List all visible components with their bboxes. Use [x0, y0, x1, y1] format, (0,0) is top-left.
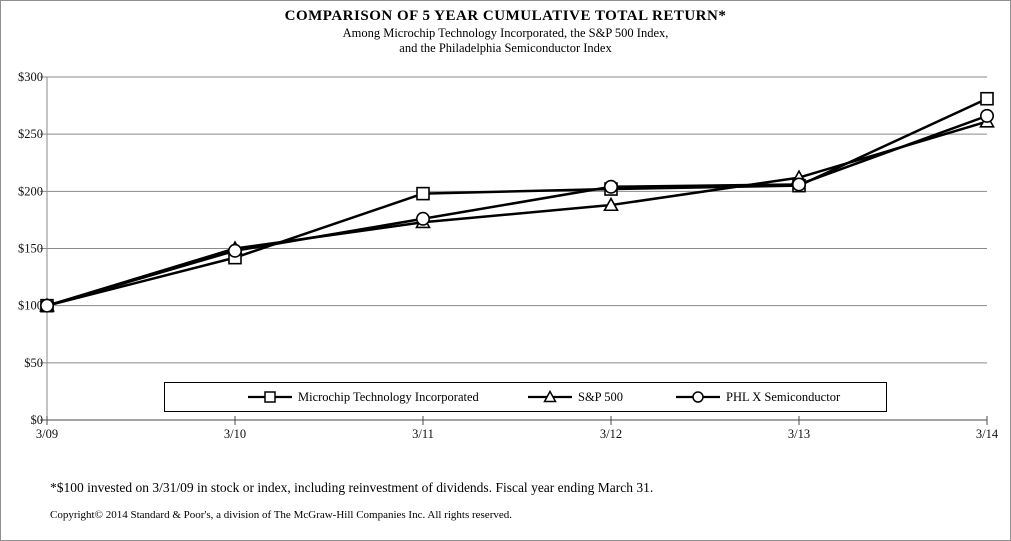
y-tick-label: $300	[18, 70, 43, 84]
y-tick-label: $50	[24, 356, 43, 370]
circle-data-marker	[791, 177, 806, 192]
legend-label-sp500: S&P 500	[578, 389, 624, 404]
y-tick-label: $100	[18, 299, 43, 313]
square-series-marker-icon	[248, 391, 292, 403]
x-tick-label: 3/13	[788, 427, 810, 441]
legend-label-microchip: Microchip Technology Incorporated	[298, 389, 479, 404]
chart-subtitle-line2: and the Philadelphia Semiconductor Index	[399, 41, 612, 55]
square-data-marker	[416, 186, 430, 201]
legend-entry-sp500: S&P 500	[527, 383, 623, 411]
legend-entry-microchip: Microchip Technology Incorporated	[247, 383, 479, 411]
triangle-data-marker	[603, 196, 619, 212]
x-tick-label: 3/12	[600, 427, 622, 441]
circle-data-marker	[228, 243, 243, 258]
chart-legend: Microchip Technology Incorporated S&P 50…	[164, 382, 887, 412]
circle-data-marker	[39, 298, 54, 313]
y-tick-labels: $0 $50 $100 $150 $200 $250 $300	[18, 70, 43, 427]
chart-subtitle-line1: Among Microchip Technology Incorporated,…	[342, 26, 669, 40]
circle-data-marker	[415, 211, 430, 226]
legend-entry-phlx: PHL X Semiconductor	[675, 383, 840, 411]
y-tick-label: $0	[31, 413, 44, 427]
series-line-phl-x-semiconductor	[46, 114, 988, 307]
series-line-s-p-500	[46, 120, 988, 307]
x-axis-ticks-labels: 3/09 3/10 3/11 3/12 3/13 3/14	[36, 416, 999, 441]
circle-data-marker	[603, 179, 618, 194]
y-gridlines	[40, 76, 987, 421]
y-tick-label: $200	[18, 184, 43, 198]
chart-title: COMPARISON OF 5 YEAR CUMULATIVE TOTAL RE…	[284, 8, 727, 24]
y-tick-label: $150	[18, 242, 43, 256]
y-tick-label: $250	[18, 127, 43, 141]
copyright-notice: Copyright© 2014 Standard & Poor's, a div…	[50, 509, 512, 521]
x-tick-label: 3/09	[36, 427, 58, 441]
x-tick-label: 3/11	[412, 427, 434, 441]
legend-label-phlx: PHL X Semiconductor	[726, 389, 841, 404]
x-tick-label: 3/10	[224, 427, 246, 441]
series-phl-x-semiconductor	[39, 108, 994, 313]
series-s-p-500	[39, 113, 995, 312]
triangle-series-marker-icon	[528, 390, 572, 403]
series-line-microchip-technology-incorporated	[46, 97, 988, 307]
chart-footnote: *$100 invested on 3/31/09 in stock or in…	[50, 480, 654, 495]
square-data-marker	[980, 91, 994, 106]
x-tick-label: 3/14	[976, 427, 999, 441]
circle-series-marker-icon	[676, 391, 720, 403]
circle-data-marker	[979, 108, 994, 123]
